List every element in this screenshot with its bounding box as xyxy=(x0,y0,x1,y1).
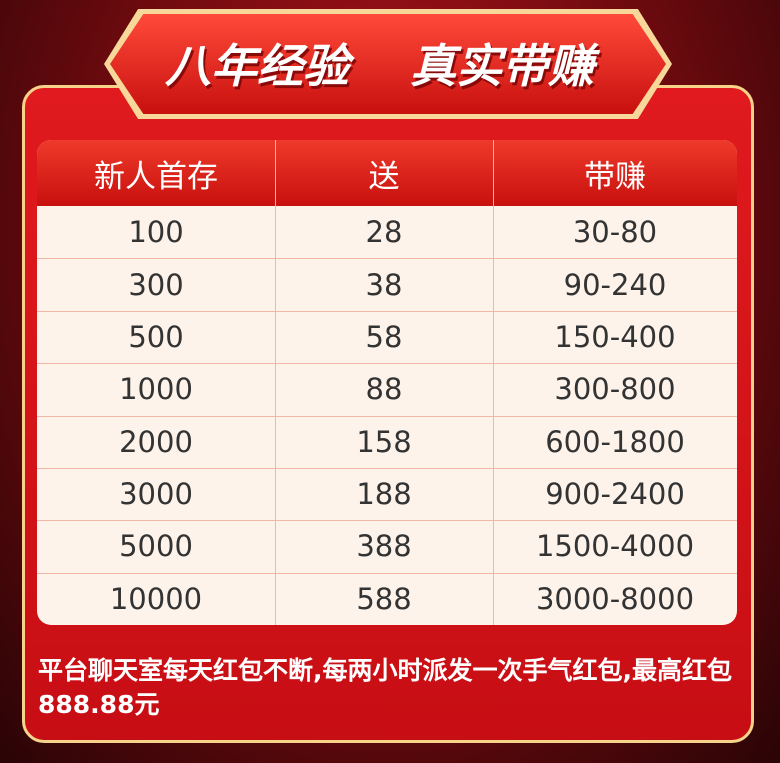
banner xyxy=(110,14,666,114)
row-divider xyxy=(37,415,737,417)
table-cell: 90-240 xyxy=(563,267,667,302)
row-divider xyxy=(37,310,737,312)
banner-title: 真实带赚 xyxy=(410,39,594,93)
table-cell: 388 xyxy=(356,529,412,564)
table-cell: 1500-4000 xyxy=(535,529,695,564)
header-cell: 新人首存 xyxy=(94,158,218,195)
table-cell: 3000-8000 xyxy=(535,581,695,616)
table-cell: 900-2400 xyxy=(545,477,685,512)
header-cell: 送 xyxy=(368,158,400,195)
table-cell: 1000 xyxy=(119,372,193,407)
table-cell: 58 xyxy=(365,319,403,354)
row-divider xyxy=(37,572,737,574)
table-cell: 300 xyxy=(128,267,184,302)
table-cell: 600-1800 xyxy=(545,424,685,459)
table-cell: 2000 xyxy=(119,424,193,459)
table-cell: 88 xyxy=(365,372,403,407)
table-cell: 588 xyxy=(356,581,412,616)
table-header-bg xyxy=(37,140,737,206)
table-cell: 150-400 xyxy=(554,319,676,354)
footer-text: 平台聊天室每天红包不断,每两小时派发一次手气红包,最高红包888.88元 xyxy=(38,656,732,719)
row-divider xyxy=(37,467,737,469)
column-divider xyxy=(275,140,276,625)
table-cell: 3000 xyxy=(119,477,193,512)
table-cell: 500 xyxy=(128,319,184,354)
table-cell: 30-80 xyxy=(572,215,658,250)
row-divider xyxy=(37,258,737,260)
table-cell: 38 xyxy=(365,267,403,302)
table-cell: 5000 xyxy=(119,529,193,564)
table-cell: 100 xyxy=(128,215,184,250)
column-divider xyxy=(493,140,494,625)
table-cell: 28 xyxy=(365,215,403,250)
header-cell: 带赚 xyxy=(584,158,646,195)
table-cell: 10000 xyxy=(109,581,203,616)
row-divider xyxy=(37,363,737,365)
table-cell: 188 xyxy=(356,477,412,512)
banner-title: 八年经验 xyxy=(165,39,349,93)
table-cell: 158 xyxy=(356,424,412,459)
table-cell: 300-800 xyxy=(554,372,676,407)
table: 新人首存 送 带赚 100 28 30-80 300 38 90-240 500 58 150-400… xyxy=(37,140,737,625)
row-divider xyxy=(37,520,737,522)
